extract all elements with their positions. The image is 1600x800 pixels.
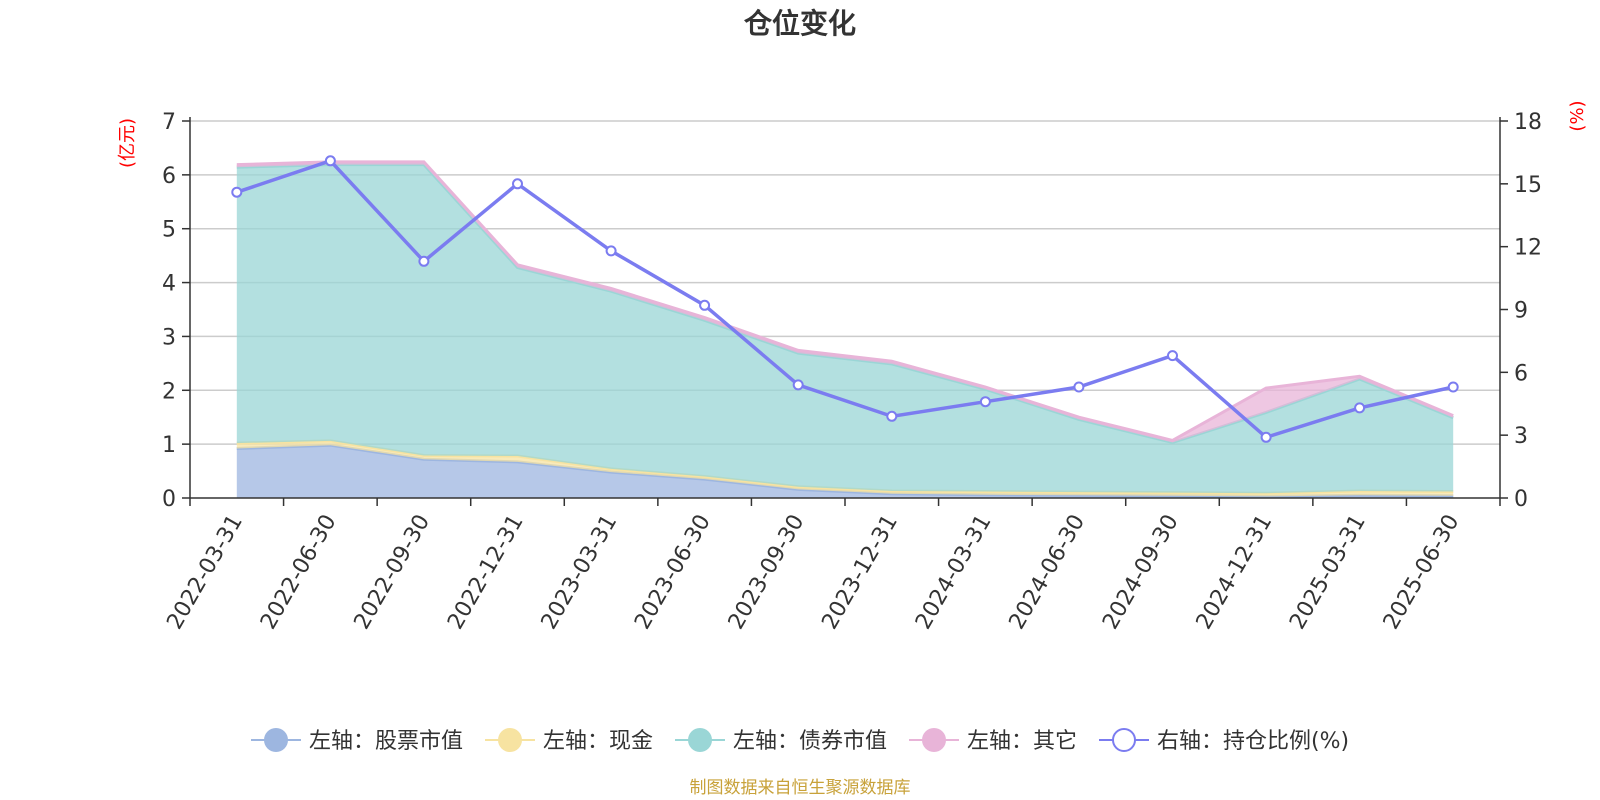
x-tick-label: 2023-03-31 (537, 511, 623, 634)
x-tick-label: 2023-09-30 (724, 511, 810, 634)
left-tick-label: 0 (162, 487, 176, 512)
left-axis-unit: (亿元) (117, 118, 138, 168)
data-source-footer: 制图数据来自恒生聚源数据库 (690, 778, 911, 798)
legend-circle-marker (922, 728, 946, 752)
right-tick-label: 18 (1514, 110, 1542, 135)
legend-item: 左轴：现金 (485, 728, 653, 754)
x-tick-label: 2025-03-31 (1285, 511, 1371, 634)
legend-circle-marker (688, 728, 712, 752)
legend-circle-marker (498, 728, 522, 752)
ratio-point (418, 255, 430, 267)
x-tick-label: 2024-09-30 (1098, 511, 1184, 634)
left-tick-label: 5 (162, 218, 176, 243)
legend-label: 左轴：股票市值 (309, 729, 463, 754)
legend-item: 右轴：持仓比例(%) (1099, 728, 1349, 754)
ratio-line (231, 155, 1459, 443)
x-tick-label: 2022-06-30 (256, 511, 342, 634)
x-tick-label: 2023-06-30 (630, 511, 716, 634)
ratio-point (324, 155, 336, 167)
legend-item: 左轴：其它 (909, 728, 1077, 754)
legend: 左轴：股票市值 左轴：现金 左轴：债券市值 左轴：其它 右轴：持仓比例(%) (251, 728, 1349, 754)
left-tick-label: 1 (162, 433, 176, 458)
legend-item: 左轴：债券市值 (675, 728, 887, 754)
ratio-point (792, 379, 804, 391)
chart-title: 仓位变化 (744, 7, 856, 40)
legend-label: 左轴：其它 (967, 729, 1077, 754)
legend-label: 左轴：债券市值 (733, 729, 887, 754)
area-series-3 (236, 164, 1454, 494)
x-tick-label: 2023-12-31 (817, 511, 903, 634)
ratio-point (886, 410, 898, 422)
area-series-edge-4 (236, 160, 1454, 442)
x-tick-label: 2022-09-30 (350, 511, 436, 634)
left-tick-label: 7 (162, 110, 176, 135)
right-tick-label: 9 (1514, 299, 1528, 324)
x-tick-label: 2024-12-31 (1192, 511, 1278, 634)
x-tick-label: 2024-03-31 (911, 511, 997, 634)
right-tick-label: 3 (1514, 424, 1528, 449)
legend-circle-marker (264, 728, 288, 752)
ratio-point (512, 178, 523, 190)
ratio-point (605, 245, 617, 257)
x-tick-label: 2022-12-31 (443, 511, 529, 634)
left-tick-label: 3 (162, 325, 176, 350)
x-tick-label: 2022-03-31 (162, 511, 248, 634)
right-tick-label: 6 (1514, 361, 1528, 386)
right-tick-label: 12 (1514, 236, 1542, 261)
legend-label: 右轴：持仓比例(%) (1157, 729, 1349, 754)
legend-circle-marker (1112, 728, 1136, 752)
legend-label: 左轴：现金 (543, 729, 653, 754)
ratio-point (979, 396, 991, 408)
left-tick-label: 4 (162, 272, 176, 297)
left-tick-label: 2 (162, 379, 176, 404)
ratio-point (1260, 431, 1272, 443)
x-tick-label: 2024-06-30 (1005, 511, 1091, 634)
left-tick-label: 6 (162, 164, 176, 189)
ratio-point (1447, 381, 1459, 393)
ratio-point (231, 186, 243, 198)
stacked-areas (236, 160, 1454, 498)
ratio-point (699, 299, 711, 311)
right-tick-label: 0 (1514, 487, 1528, 512)
area-series-1 (236, 445, 1454, 498)
ratio-line-path (236, 158, 1454, 440)
ratio-point (1073, 381, 1085, 393)
right-axis-unit: (%) (1567, 100, 1588, 131)
ratio-point (1167, 350, 1178, 362)
right-tick-label: 15 (1514, 173, 1542, 198)
legend-item: 左轴：股票市值 (251, 728, 463, 754)
ratio-point (1354, 402, 1366, 414)
x-tick-label: 2025-06-30 (1379, 511, 1465, 634)
